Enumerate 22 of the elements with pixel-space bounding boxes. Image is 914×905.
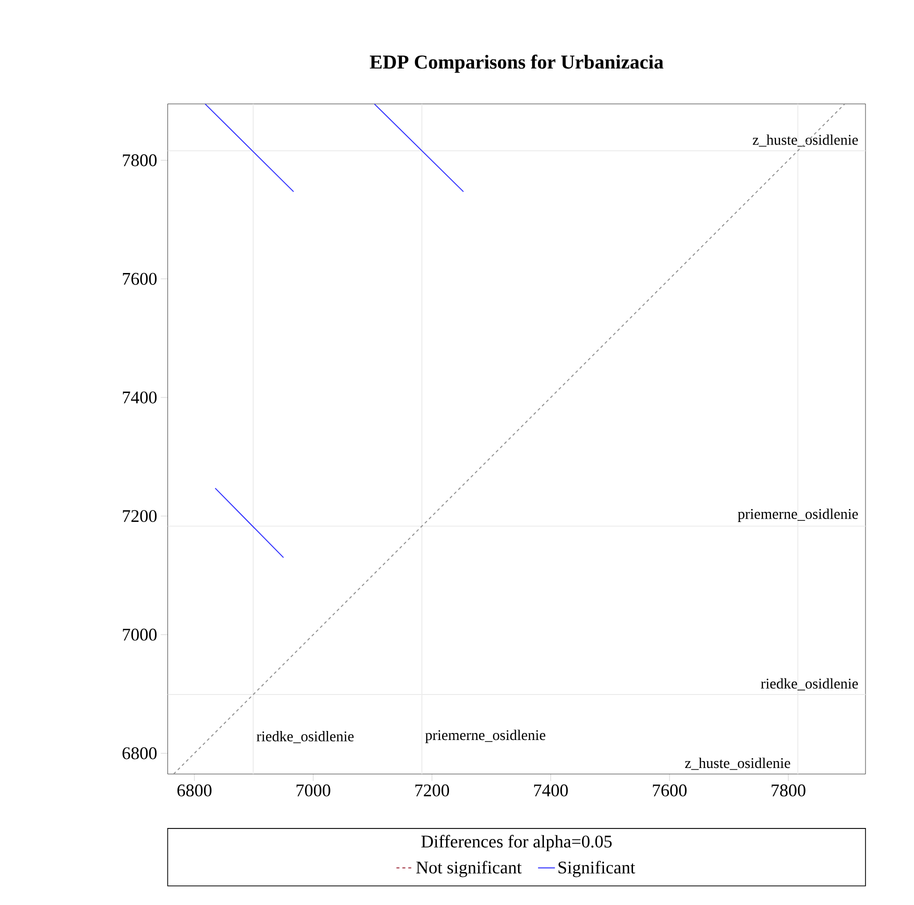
y-tick-label: 7800 [122,154,157,166]
x-tick-label: 7200 [415,784,450,797]
y-tick-label: 7200 [122,510,157,522]
x-tick-label: 7400 [534,784,568,797]
y-tick-label: 7400 [122,392,157,404]
x-tick-label: 6800 [177,784,212,797]
x-tick-label: 7600 [652,784,687,797]
legend-label: Not significant [416,861,522,878]
ref-line-label: riedke_osidlenie [760,678,858,691]
x-tick-label: 7000 [296,784,330,797]
y-tick-label: 7000 [122,628,157,641]
x-tick-label: 7800 [772,784,806,797]
chart-title: EDP Comparisons for Urbanizacia [370,54,664,73]
y-tick-label: 7600 [122,273,157,285]
legend-title: Differences for alpha=0.05 [421,835,612,852]
legend-label: Significant [558,861,636,878]
ref-line-label: z_huste_osidlenie [685,758,790,770]
y-tick-label: 6800 [122,747,157,760]
ref-line-label: z_huste_osidlenie [752,134,858,147]
ref-line-label: riedke_osidlenie [256,731,354,744]
ref-line-label: priemerne_osidlenie [738,508,858,522]
ref-line-label: priemerne_osidlenie [425,730,546,744]
